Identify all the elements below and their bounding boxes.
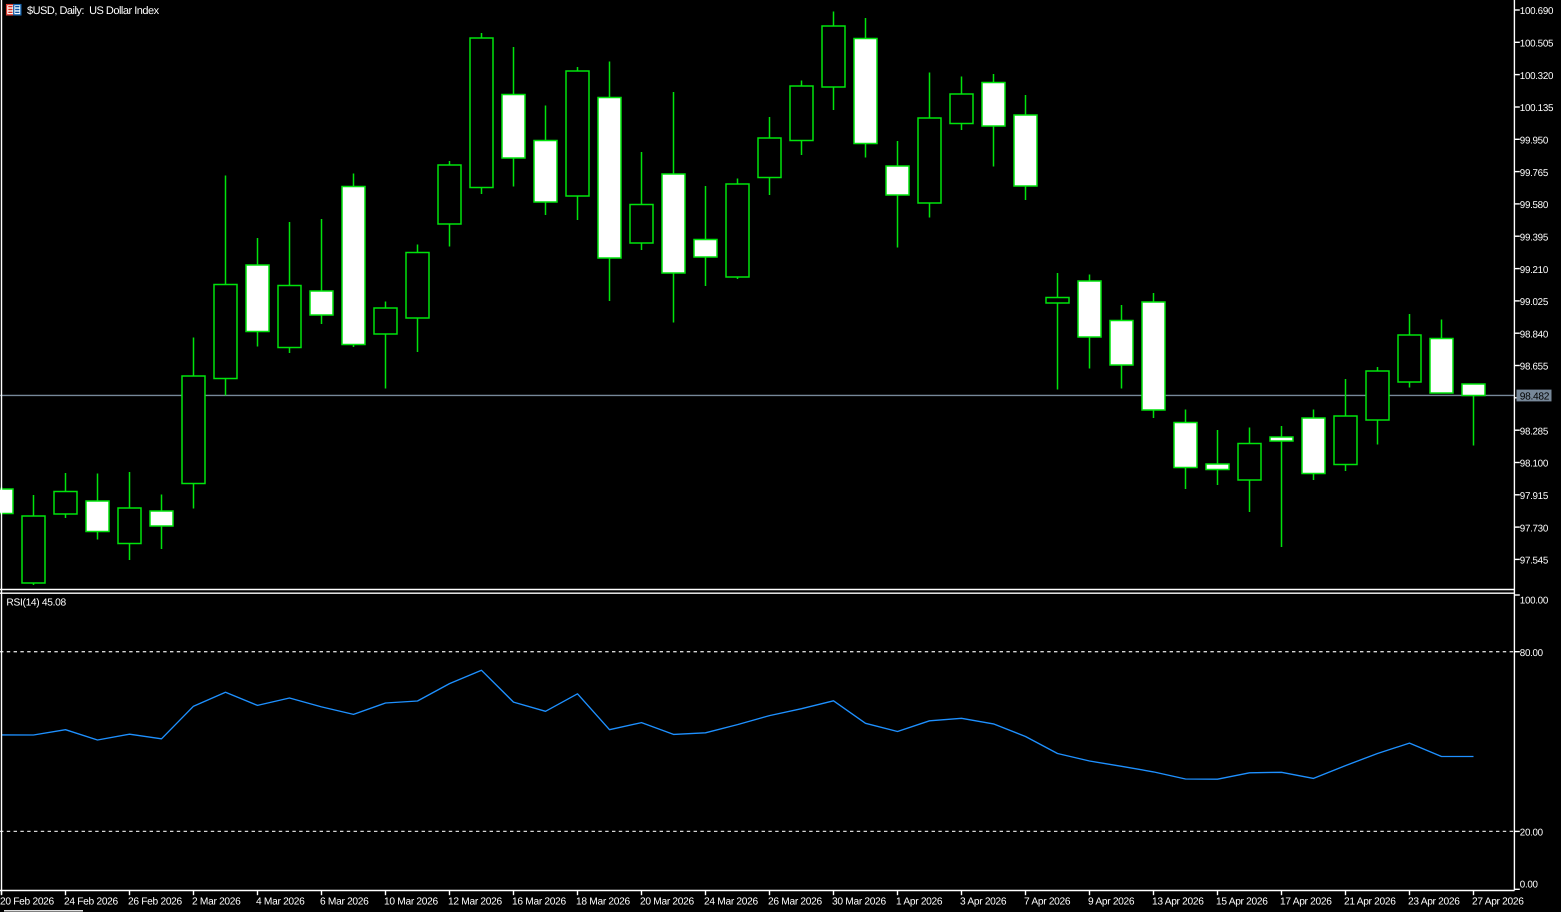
svg-text:$USD, Daily: US Dollar Index: $USD, Daily: US Dollar Index	[27, 5, 160, 17]
svg-text:99.395: 99.395	[1520, 232, 1549, 243]
svg-text:97.915: 97.915	[1520, 491, 1549, 502]
svg-text:80.00: 80.00	[1520, 648, 1544, 659]
svg-text:20 Mar 2026: 20 Mar 2026	[640, 896, 695, 907]
svg-text:97.730: 97.730	[1520, 523, 1549, 534]
svg-text:1 Apr 2026: 1 Apr 2026	[896, 896, 943, 907]
svg-text:3 Apr 2026: 3 Apr 2026	[960, 896, 1007, 907]
svg-text:98.655: 98.655	[1520, 362, 1549, 373]
svg-text:98.840: 98.840	[1520, 329, 1549, 340]
svg-text:10 Mar 2026: 10 Mar 2026	[384, 896, 439, 907]
svg-text:99.950: 99.950	[1520, 136, 1549, 147]
svg-text:4 Mar 2026: 4 Mar 2026	[256, 896, 305, 907]
svg-text:100.505: 100.505	[1520, 39, 1554, 50]
svg-text:99.580: 99.580	[1520, 200, 1549, 211]
svg-text:98.482: 98.482	[1520, 392, 1550, 403]
svg-text:16 Mar 2026: 16 Mar 2026	[512, 896, 567, 907]
svg-text:24 Mar 2026: 24 Mar 2026	[704, 896, 759, 907]
svg-text:30 Mar 2026: 30 Mar 2026	[832, 896, 887, 907]
svg-text:0.00: 0.00	[1520, 879, 1539, 890]
svg-text:20.00: 20.00	[1520, 828, 1544, 839]
svg-text:97.545: 97.545	[1520, 556, 1549, 567]
svg-text:26 Feb 2026: 26 Feb 2026	[128, 896, 183, 907]
svg-text:17 Apr 2026: 17 Apr 2026	[1280, 896, 1332, 907]
svg-text:13 Apr 2026: 13 Apr 2026	[1152, 896, 1204, 907]
svg-text:24 Feb 2026: 24 Feb 2026	[64, 896, 119, 907]
svg-text:6 Mar 2026: 6 Mar 2026	[320, 896, 369, 907]
svg-text:18 Mar 2026: 18 Mar 2026	[576, 896, 631, 907]
svg-text:98.100: 98.100	[1520, 459, 1549, 470]
svg-text:15 Apr 2026: 15 Apr 2026	[1216, 896, 1268, 907]
svg-text:2 Mar 2026: 2 Mar 2026	[192, 896, 241, 907]
svg-text:100.320: 100.320	[1520, 71, 1554, 82]
svg-text:98.285: 98.285	[1520, 426, 1549, 437]
svg-text:23 Apr 2026: 23 Apr 2026	[1408, 896, 1460, 907]
svg-text:100.135: 100.135	[1520, 103, 1554, 114]
svg-text:12 Mar 2026: 12 Mar 2026	[448, 896, 503, 907]
svg-text:99.025: 99.025	[1520, 297, 1549, 308]
svg-text:99.210: 99.210	[1520, 265, 1549, 276]
svg-text:RSI(14) 45.08: RSI(14) 45.08	[6, 598, 66, 609]
svg-text:21 Apr 2026: 21 Apr 2026	[1344, 896, 1396, 907]
svg-text:27 Apr 2026: 27 Apr 2026	[1472, 896, 1524, 907]
svg-text:7 Apr 2026: 7 Apr 2026	[1024, 896, 1071, 907]
svg-text:100.00: 100.00	[1520, 596, 1549, 607]
svg-text:100.690: 100.690	[1520, 6, 1554, 17]
svg-text:26 Mar 2026: 26 Mar 2026	[768, 896, 823, 907]
svg-text:9 Apr 2026: 9 Apr 2026	[1088, 896, 1135, 907]
svg-text:99.765: 99.765	[1520, 168, 1549, 179]
svg-text:20 Feb 2026: 20 Feb 2026	[0, 896, 55, 907]
